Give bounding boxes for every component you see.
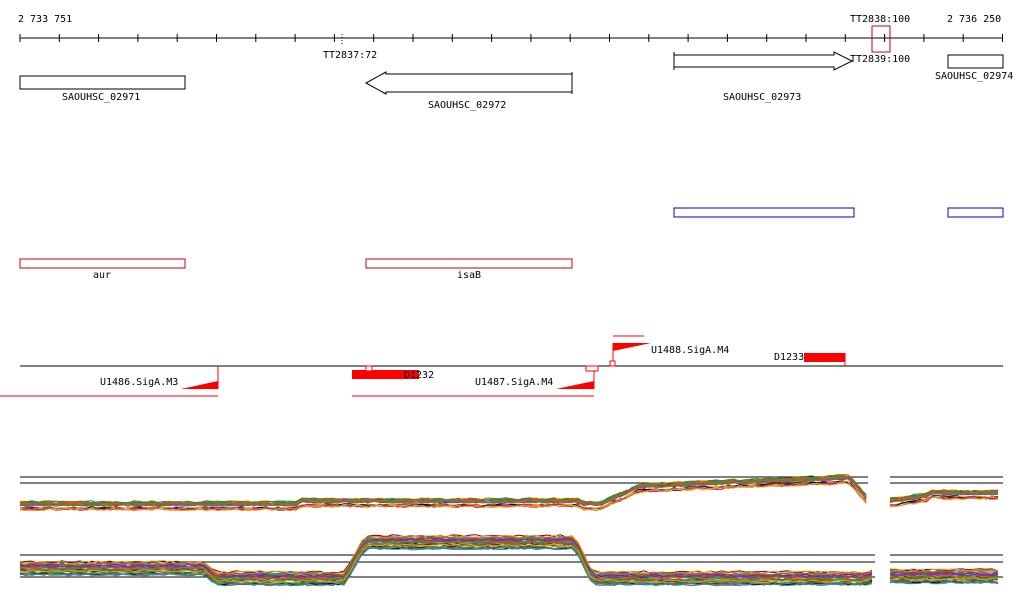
terminator-label-tt2838[interactable]: TT2838:100: [850, 14, 911, 25]
expression-trace: [19, 475, 867, 506]
feature-d1233[interactable]: [804, 353, 845, 362]
gene-label-saouhsc-02971[interactable]: SAOUHSC_02971: [62, 92, 141, 103]
expression-trace: [20, 477, 867, 507]
annotation-label-aur[interactable]: aur: [93, 270, 112, 281]
expression-trace: [889, 574, 999, 578]
expression-trace: [19, 534, 873, 575]
feature-label-d1232[interactable]: D1232: [404, 370, 435, 381]
expression-trace: [889, 579, 999, 584]
terminator-track: [341, 25, 891, 53]
expression-trace: [889, 570, 999, 575]
promoter-u1487-arrow[interactable]: [556, 381, 594, 389]
gene-saouhsc-02973[interactable]: [673, 51, 854, 71]
expression-trace: [889, 568, 999, 572]
feature-label-d1233[interactable]: D1233: [774, 352, 805, 363]
expression-trace: [889, 568, 999, 572]
annotation-aur[interactable]: [19, 258, 186, 269]
expression-trace: [19, 474, 867, 504]
gene-saouhsc-02972[interactable]: [364, 71, 573, 95]
operon-track: [673, 207, 1004, 218]
expression-trace: [889, 496, 999, 507]
gene-label-saouhsc-02972[interactable]: SAOUHSC_02972: [428, 100, 507, 111]
ruler-ticks: [19, 34, 1003, 42]
gene-saouhsc-02974[interactable]: [947, 54, 1004, 69]
expression-trace: [889, 496, 999, 507]
expression-profiles: [19, 474, 1003, 587]
gene-saouhsc-02971[interactable]: [19, 75, 186, 90]
coord-end-label: 2 736 250: [947, 14, 1002, 25]
expression-trace: [19, 543, 873, 583]
terminator-label-tt2839[interactable]: TT2839:100: [850, 54, 911, 65]
promoter-u1488-arrow[interactable]: [613, 343, 651, 351]
gene-label-saouhsc-02974[interactable]: SAOUHSC_02974: [935, 71, 1014, 82]
annotation-track: [19, 258, 573, 269]
coord-start-label: 2 733 751: [18, 14, 73, 25]
promoter-label-u1486[interactable]: U1486.SigA.M3: [100, 377, 179, 388]
operon-box[interactable]: [673, 207, 855, 218]
promoter-label-u1488[interactable]: U1488.SigA.M4: [651, 345, 730, 356]
promoter-label-u1487[interactable]: U1487.SigA.M4: [475, 377, 554, 388]
expression-trace: [889, 496, 999, 508]
operon-box[interactable]: [947, 207, 1004, 218]
expression-trace: [889, 580, 999, 585]
expression-trace: [19, 536, 873, 576]
promoter-track: [0, 335, 1003, 397]
expression-trace: [19, 537, 873, 578]
terminator-label-tt2837[interactable]: TT2837:72: [323, 50, 378, 61]
profile-panel-top: [19, 474, 999, 512]
annotation-label-isab[interactable]: isaB: [457, 270, 482, 281]
expression-trace: [890, 570, 999, 574]
expression-trace: [19, 481, 867, 512]
expression-trace: [19, 540, 873, 580]
expression-trace: [889, 577, 999, 581]
gene-label-saouhsc-02973[interactable]: SAOUHSC_02973: [723, 92, 802, 103]
promoter-u1486-arrow[interactable]: [181, 381, 218, 389]
terminator-marker-tt2838[interactable]: [871, 25, 891, 53]
feature-d1232[interactable]: [352, 370, 419, 379]
expression-trace: [889, 492, 999, 503]
expression-trace: [19, 538, 873, 579]
gene-track: [19, 51, 1004, 95]
expression-trace: [889, 490, 999, 502]
profile-panel-bottom: [19, 534, 999, 587]
annotation-isab[interactable]: [365, 258, 573, 269]
expression-trace: [19, 546, 873, 587]
coordinate-ruler: [19, 34, 1003, 42]
expression-trace: [19, 474, 867, 504]
